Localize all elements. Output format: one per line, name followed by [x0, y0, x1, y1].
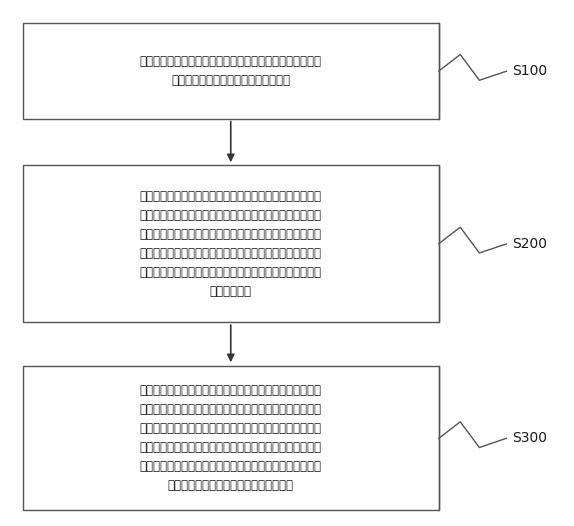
Text: 设置合适的生长规则，对于锈蚀区域投放合适的种子点，生
长得到锈蚀区域内锈蚀程度不同的连通域；获取锈蚀区域内
灰度值最小的连通域，作为起始连通域；以各起始连通域的: 设置合适的生长规则，对于锈蚀区域投放合适的种子点，生 长得到锈蚀区域内锈蚀程度不…	[139, 190, 322, 298]
Bar	[22, 23, 439, 119]
Text: S300: S300	[512, 431, 547, 446]
Text: 对于延展程度指数大于等于预设第一阈值的边缘点，连接起
始点到边缘点的延长线；当所述延长线与其他锈蚀区域的边
缘点相交，且相交的边缘点对应的延展程度指数大于预设第: 对于延展程度指数大于等于预设第一阈值的边缘点，连接起 始点到边缘点的延长线；当所…	[139, 385, 322, 492]
Bar	[22, 366, 439, 510]
Bar	[22, 165, 439, 322]
Text: S200: S200	[512, 237, 547, 251]
Text: 采集船舶外板图像，对船舶外板图像进行灰度化得到外板灰
度图；获取外板灰度图中的锈蚀区域。: 采集船舶外板图像，对船舶外板图像进行灰度化得到外板灰 度图；获取外板灰度图中的锈…	[139, 55, 322, 87]
Text: S100: S100	[512, 64, 547, 78]
